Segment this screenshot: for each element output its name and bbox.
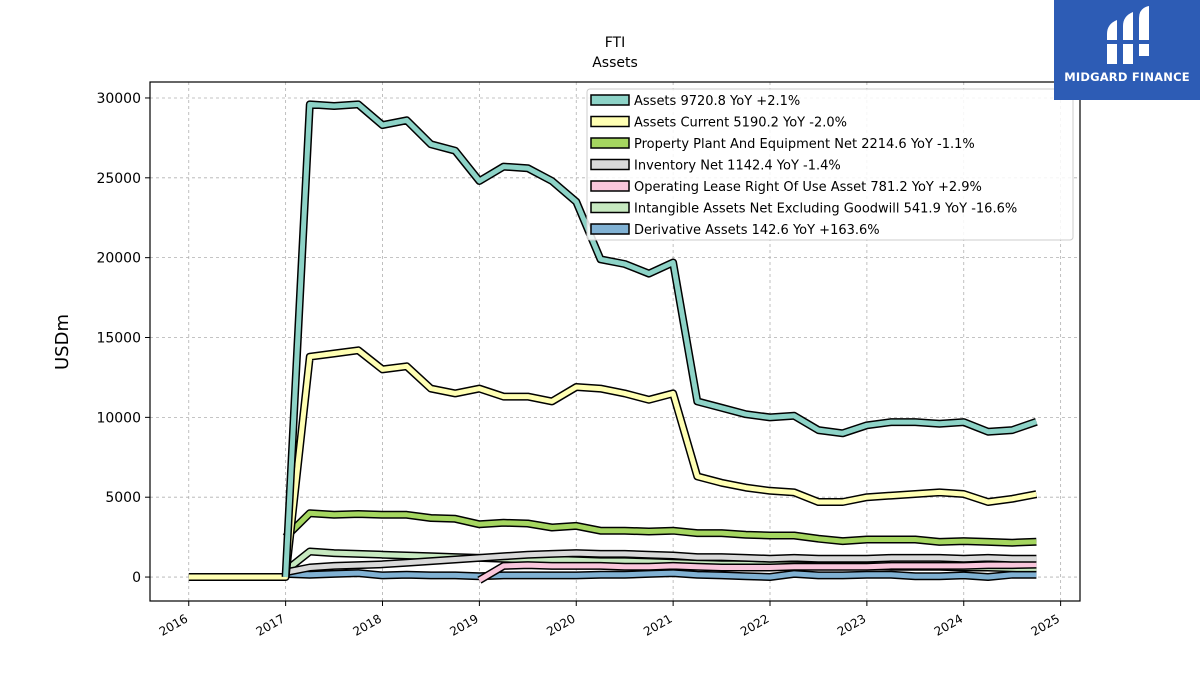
legend-swatch	[590, 137, 630, 149]
legend-swatch	[590, 201, 630, 214]
series-line	[188, 347, 1037, 580]
x-tick-label: 2019	[447, 611, 480, 638]
x-tick-label: 2021	[641, 611, 674, 638]
plot-frame	[149, 81, 1081, 602]
chart-title: FTI	[605, 35, 626, 51]
legend-entry: Assets Current 5190.2 YoY -2.0%	[634, 116, 847, 131]
y-tick-label: 30000	[96, 91, 141, 107]
legend-entry: Inventory Net 1142.4 YoY -1.4%	[634, 159, 841, 174]
legend-swatch	[590, 115, 630, 128]
x-tick-label: 2016	[157, 611, 190, 638]
series-line	[283, 101, 1038, 578]
y-tick-label: 15000	[96, 331, 141, 347]
x-tick-label: 2025	[1029, 611, 1062, 638]
mf-monogram-icon	[1105, 6, 1151, 64]
x-tick-label: 2018	[351, 611, 384, 638]
chart-subtitle: Assets	[592, 55, 638, 71]
brand-logo: MIDGARD FINANCE	[1054, 0, 1200, 100]
y-tick-label: 20000	[96, 251, 141, 267]
legend-swatch	[590, 180, 630, 192]
y-tick-label: 25000	[96, 171, 141, 187]
x-tick-label: 2023	[835, 611, 868, 638]
x-tick-label: 2024	[932, 611, 965, 638]
legend-entry: Assets 9720.8 YoY +2.1%	[634, 94, 800, 109]
legend-entry: Operating Lease Right Of Use Asset 781.2…	[634, 180, 982, 195]
y-tick-label: 5000	[105, 490, 141, 506]
series-line	[478, 562, 1037, 583]
y-axis-label: USDm	[52, 314, 73, 370]
series-lines	[188, 100, 1038, 584]
y-tick-label: 0	[132, 570, 141, 586]
brand-name: MIDGARD FINANCE	[1064, 70, 1190, 84]
legend: Assets 9720.8 YoY +2.1% Assets Current 51…	[586, 88, 1074, 241]
series-line	[283, 510, 1037, 546]
x-tick-label: 2022	[738, 611, 771, 638]
series-line	[285, 550, 1037, 575]
legend-entry: Derivative Assets 142.6 YoY +163.6%	[634, 223, 880, 238]
legend-swatch	[590, 94, 630, 106]
legend-entry: Intangible Assets Net Excluding Goodwill…	[634, 202, 1017, 217]
legend-swatch	[590, 223, 630, 235]
legend-swatch	[590, 158, 630, 171]
legend-entry: Property Plant And Equipment Net 2214.6 …	[634, 137, 975, 152]
series-line	[285, 570, 1037, 580]
x-tick-label: 2020	[544, 611, 577, 638]
y-tick-label: 10000	[96, 410, 141, 426]
x-tick-label: 2017	[254, 611, 287, 638]
legend-box	[586, 88, 1074, 241]
